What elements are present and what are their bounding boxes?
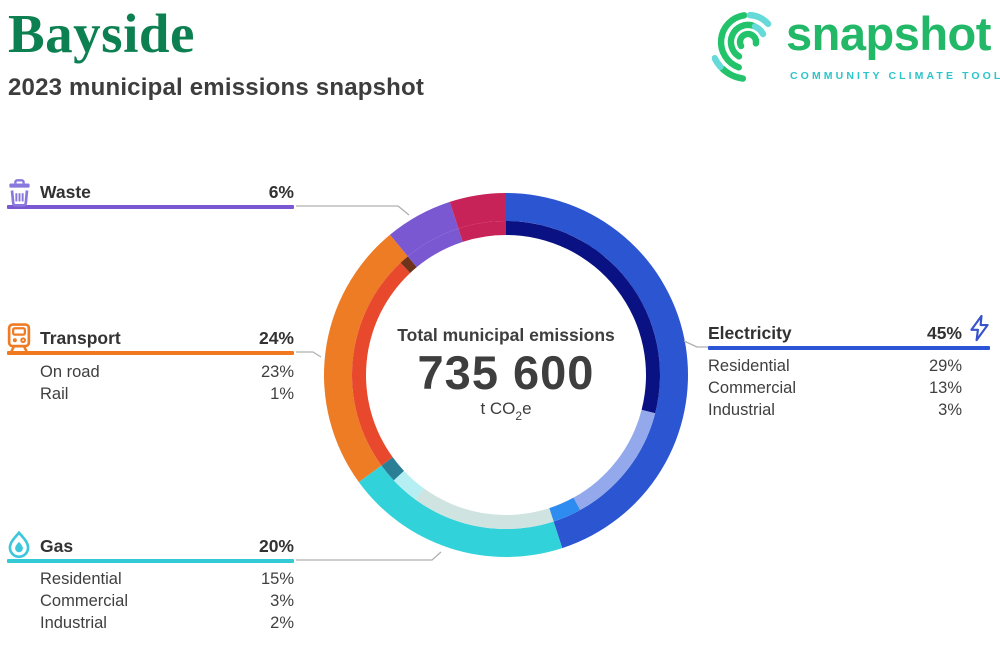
panel-gas-percent: 20% xyxy=(258,536,294,556)
subsector-row: Residential 29% xyxy=(708,355,962,377)
subsector-label: Rail xyxy=(40,384,69,403)
subsector-row: Residential 15% xyxy=(40,568,294,590)
subsector-label: Commercial xyxy=(40,591,129,610)
subsector-percent: 2% xyxy=(270,613,294,632)
subsector-percent: 1% xyxy=(270,384,294,403)
donut-segment-other xyxy=(449,193,506,229)
subsector-row: Industrial 2% xyxy=(40,612,294,634)
logo-wordmark: snapshot xyxy=(786,7,991,60)
snapshot-logo-icon xyxy=(712,11,772,82)
donut-subsegment-transport-rail xyxy=(400,256,417,273)
subsector-label: On road xyxy=(40,362,100,381)
subsector-label: Residential xyxy=(40,569,122,588)
panel-electricity-label: Electricity xyxy=(708,323,792,343)
leader-line-electricity xyxy=(683,340,708,348)
donut-segment-waste xyxy=(389,201,459,257)
donut-center-text: Total municipal emissions 735 600 t CO2e xyxy=(354,324,658,424)
panel-waste: Waste 6% xyxy=(5,178,294,212)
donut-subsegment-electricity-commercial xyxy=(573,409,656,510)
donut-subsegment-waste xyxy=(407,228,463,268)
subsector-percent: 3% xyxy=(270,591,294,610)
panel-transport-rule xyxy=(7,351,294,355)
subsector-percent: 3% xyxy=(938,400,962,419)
subsector-row: Commercial 3% xyxy=(40,590,294,612)
subsector-row: Commercial 13% xyxy=(708,377,962,399)
subsector-percent: 15% xyxy=(260,569,294,588)
subsector-label: Industrial xyxy=(708,400,775,419)
donut-subsegment-other xyxy=(458,221,506,242)
subsector-percent: 13% xyxy=(928,378,962,397)
subsector-label: Commercial xyxy=(708,378,797,397)
subsector-row: On road 23% xyxy=(40,361,294,383)
lightning-bolt-icon xyxy=(966,312,993,353)
total-emissions-unit: t CO2e xyxy=(480,399,532,424)
panel-gas: Gas 20% Residential 15% Commercial 3% In… xyxy=(7,530,294,634)
page-subtitle: 2023 municipal emissions snapshot xyxy=(8,74,425,101)
train-icon xyxy=(3,321,35,360)
page-title: Bayside xyxy=(8,3,195,64)
panel-transport: Transport 24% On road 23% Rail 1% xyxy=(7,323,294,405)
panel-electricity: Electricity 45% Residential 29% Commerci… xyxy=(708,314,990,421)
leader-line-transport xyxy=(296,351,322,358)
subsector-label: Residential xyxy=(708,356,790,375)
subsector-label: Industrial xyxy=(40,613,107,632)
total-emissions-label: Total municipal emissions xyxy=(397,325,615,345)
flame-icon xyxy=(3,529,35,568)
subsector-percent: 23% xyxy=(260,362,294,381)
total-emissions-value: 735 600 xyxy=(417,346,595,399)
donut-segment-gas xyxy=(358,465,563,557)
trash-icon xyxy=(5,178,34,212)
logo: snapshot COMMUNITY CLIMATE TOOL xyxy=(712,0,1000,100)
logo-tagline: COMMUNITY CLIMATE TOOL xyxy=(790,70,1000,82)
panel-electricity-percent: 45% xyxy=(926,323,962,343)
subsector-row: Rail 1% xyxy=(40,383,294,405)
subsector-row: Industrial 3% xyxy=(708,399,962,421)
leader-line-waste xyxy=(296,205,410,216)
subsector-percent: 29% xyxy=(928,356,962,375)
panel-gas-rule xyxy=(7,559,294,563)
donut-subsegment-electricity-industrial xyxy=(549,497,581,522)
panel-transport-percent: 24% xyxy=(258,328,294,348)
donut-segment-transport xyxy=(324,234,408,482)
donut-subsegment-gas-residential xyxy=(415,488,554,529)
donut-segment-electricity xyxy=(506,193,688,549)
donut-subsegment-gas-commercial xyxy=(393,470,424,500)
donut-subsegment-transport-on-road xyxy=(352,262,411,466)
panel-transport-label: Transport xyxy=(40,328,121,348)
donut-segments xyxy=(324,193,688,557)
panel-electricity-rule xyxy=(708,346,990,350)
panel-waste-rule xyxy=(7,205,294,209)
panel-gas-label: Gas xyxy=(40,536,74,556)
panel-waste-percent: 6% xyxy=(268,182,294,202)
leader-line-gas xyxy=(296,551,442,561)
panel-waste-label: Waste xyxy=(40,182,91,202)
donut-subsegment-gas-industrial xyxy=(381,457,404,481)
